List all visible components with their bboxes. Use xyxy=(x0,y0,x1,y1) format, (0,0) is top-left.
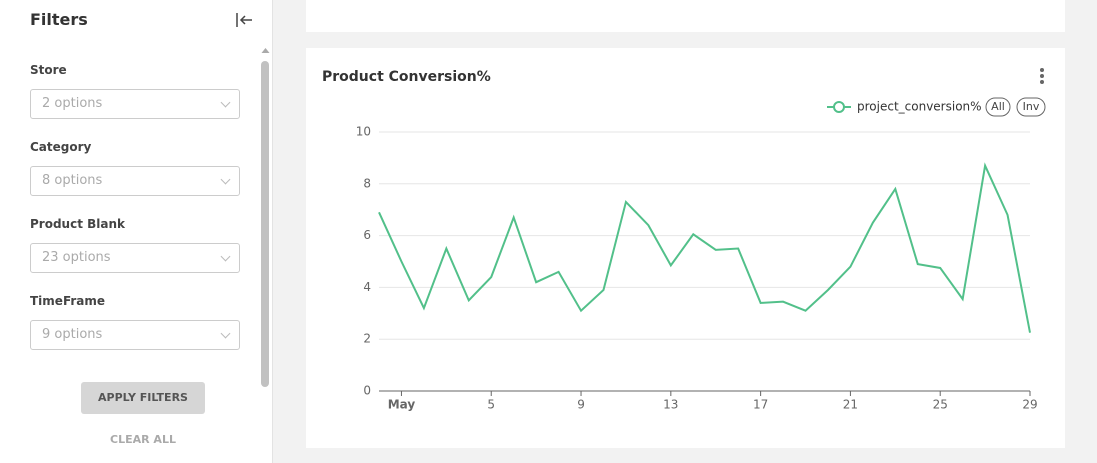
x-tick-label: 25 xyxy=(933,398,948,412)
filter-select[interactable]: 2 options xyxy=(30,89,240,119)
y-tick-label: 8 xyxy=(363,176,371,190)
x-tick-label: 29 xyxy=(1022,398,1037,412)
x-tick-label: 9 xyxy=(577,398,585,412)
filter-label: Product Blank xyxy=(30,217,125,231)
collapse-icon[interactable] xyxy=(234,10,254,30)
series-line xyxy=(378,162,1031,333)
apply-button[interactable]: APPLY FILTERS xyxy=(81,382,205,414)
chart-panel: Product Conversion% 0 2 4 6 8 10 May 5 9 13 17 21 25… xyxy=(306,0,1065,448)
x-tick-label: 17 xyxy=(753,398,768,412)
filter-select[interactable]: 9 options xyxy=(30,320,240,350)
filter-sidebar: Filters Store 2 options Category 8 options P… xyxy=(0,0,273,463)
x-tick-label: 13 xyxy=(663,398,678,412)
top-card xyxy=(306,0,1065,32)
legend-button[interactable] xyxy=(985,97,1011,117)
filter-label: Category xyxy=(30,140,92,154)
y-tick-label: 10 xyxy=(356,125,371,139)
scroll-up[interactable] xyxy=(261,47,270,55)
filter-select[interactable]: 23 options xyxy=(30,243,240,273)
y-tick-label: 6 xyxy=(363,228,371,242)
filter-label: TimeFrame xyxy=(30,294,106,308)
filter-label: Store xyxy=(30,63,67,77)
menu-icon[interactable] xyxy=(1040,68,1044,84)
chart-card xyxy=(306,48,1065,448)
clear-button[interactable]: CLEAR ALL xyxy=(110,433,176,446)
chart-title: Product Conversion% xyxy=(322,69,491,85)
sidebar-title: Filters xyxy=(30,10,88,29)
legend-label[interactable]: project_conversion% xyxy=(857,100,982,114)
y-tick-label: 2 xyxy=(363,332,371,346)
legend-button-label[interactable]: All xyxy=(991,100,1005,113)
x-tick-label: May xyxy=(388,398,416,412)
legend-marker xyxy=(833,101,845,113)
x-tick-label: 21 xyxy=(843,398,858,412)
scrollbar[interactable] xyxy=(261,61,269,387)
legend-button[interactable] xyxy=(1016,97,1046,117)
filter-select[interactable]: 8 options xyxy=(30,166,240,196)
y-tick-label: 0 xyxy=(363,384,371,398)
x-tick-label: 5 xyxy=(487,398,495,412)
y-tick-label: 4 xyxy=(363,280,371,294)
legend-button-label[interactable]: Inv xyxy=(1023,100,1040,113)
